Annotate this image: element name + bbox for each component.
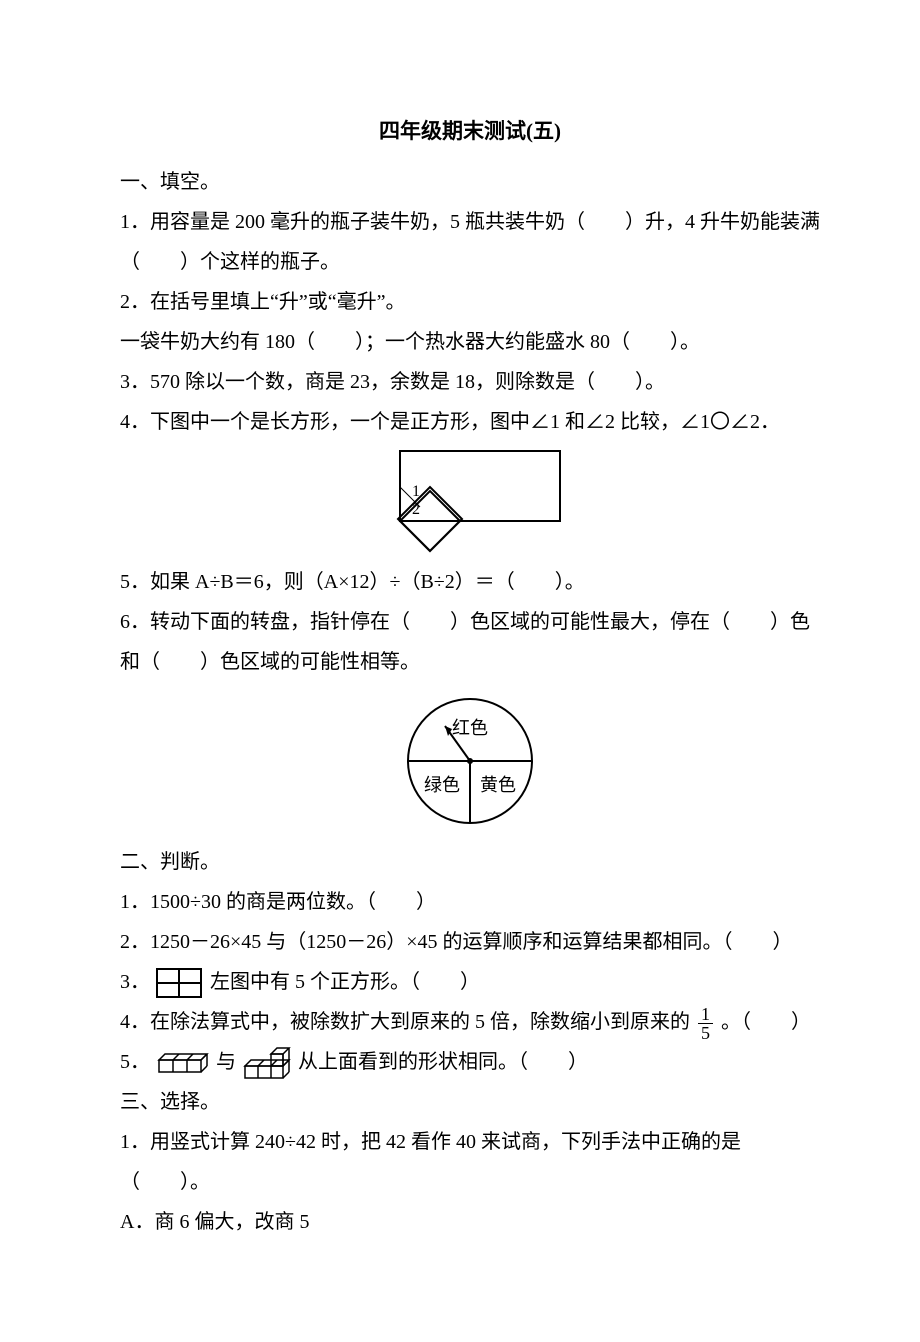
figure-spinner: 红色 绿色 黄色: [120, 686, 820, 836]
s2-q3: 3． 左图中有 5 个正方形。（ ）: [120, 962, 820, 1002]
s2-q1: 1．1500÷30 的商是两位数。（ ）: [120, 882, 820, 922]
fraction-1-5: 1 5: [698, 1005, 713, 1042]
s2-q2: 2．1250－26×45 与（1250－26）×45 的运算顺序和运算结果都相同…: [120, 922, 820, 962]
s2-q4-suffix: 。（ ）: [721, 1011, 811, 1033]
s1-q2b: 一袋牛奶大约有 180（ ）；一个热水器大约能盛水 80（ ）。: [120, 322, 820, 362]
s1-q3: 3．570 除以一个数，商是 23，余数是 18，则除数是（ ）。: [120, 362, 820, 402]
s2-q3-prefix: 3．: [120, 971, 150, 993]
svg-text:红色: 红色: [452, 718, 488, 738]
s2-q3-suffix: 左图中有 5 个正方形。（ ）: [210, 971, 480, 993]
grid-2x2-icon: [155, 967, 205, 999]
s3-q1-optA: A．商 6 偏大，改商 5: [120, 1202, 820, 1242]
s1-q4: 4．下图中一个是长方形，一个是正方形，图中∠1 和∠2 比较，∠1〇∠2．: [120, 402, 820, 442]
exam-page: 四年级期末测试(五) 一、填空。 1．用容量是 200 毫升的瓶子装牛奶，5 瓶…: [0, 0, 920, 1342]
spinner-diagram: 红色 绿色 黄色: [390, 686, 550, 836]
svg-text:黄色: 黄色: [480, 775, 516, 795]
s3-q1: 1．用竖式计算 240÷42 时，把 42 看作 40 来试商，下列手法中正确的…: [120, 1122, 820, 1202]
s2-q4: 4．在除法算式中，被除数扩大到原来的 5 倍，除数缩小到原来的 1 5 。（ ）: [120, 1002, 820, 1042]
s2-q5-suffix: 从上面看到的形状相同。（ ）: [298, 1051, 588, 1073]
s2-q5-prefix: 5．: [120, 1051, 150, 1073]
cubes-L-icon: [241, 1044, 293, 1082]
figure-rect-square: 1 2: [120, 446, 820, 556]
s2-q4-prefix: 4．在除法算式中，被除数扩大到原来的 5 倍，除数缩小到原来的: [120, 1011, 690, 1033]
s1-q6: 6．转动下面的转盘，指针停在（ ）色区域的可能性最大，停在（ ）色和（ ）色区域…: [120, 602, 820, 682]
section-3-heading: 三、选择。: [120, 1082, 820, 1122]
page-title: 四年级期末测试(五): [120, 110, 820, 152]
s2-q5: 5． 与: [120, 1042, 820, 1082]
s2-q5-mid: 与: [216, 1051, 236, 1073]
section-1-heading: 一、填空。: [120, 162, 820, 202]
svg-text:绿色: 绿色: [424, 775, 460, 795]
angle-diagram: 1 2: [370, 446, 570, 556]
s1-q1: 1．用容量是 200 毫升的瓶子装牛奶，5 瓶共装牛奶（ ）升，4 升牛奶能装满…: [120, 202, 820, 282]
svg-text:1: 1: [412, 483, 420, 500]
s1-q5: 5．如果 A÷B＝6，则（A×12）÷（B÷2）＝（ ）。: [120, 562, 820, 602]
section-2-heading: 二、判断。: [120, 842, 820, 882]
s1-q2a: 2．在括号里填上“升”或“毫升”。: [120, 282, 820, 322]
cubes-row-icon: [155, 1050, 211, 1076]
